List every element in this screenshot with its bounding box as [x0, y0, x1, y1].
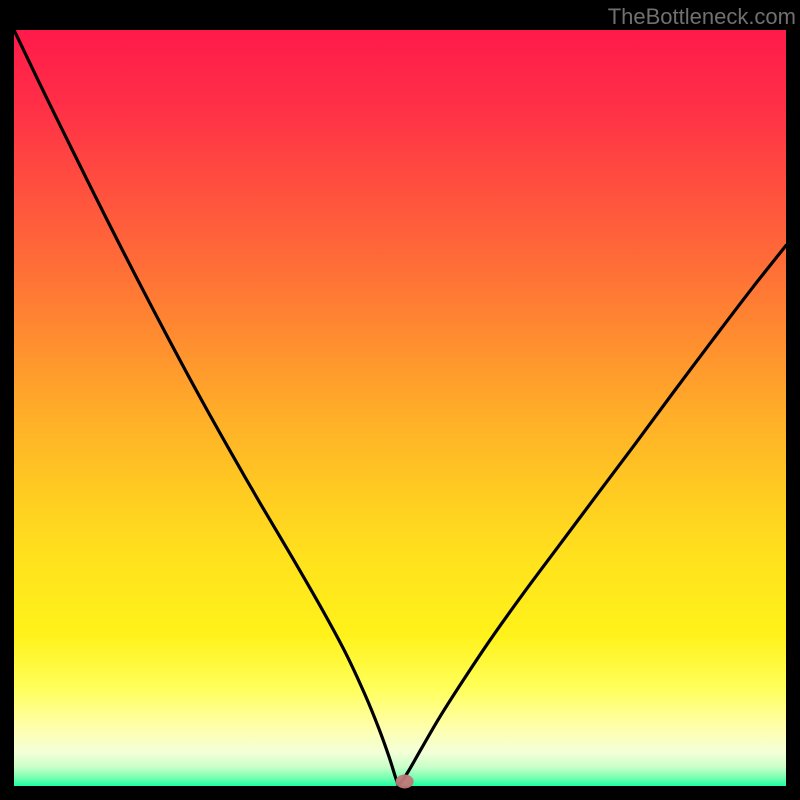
curve-right-branch — [398, 245, 786, 786]
watermark-text: TheBottleneck.com — [608, 4, 796, 30]
optimum-marker — [396, 774, 414, 788]
curve-overlay — [0, 0, 800, 800]
curve-left-branch — [14, 30, 398, 786]
chart-container: TheBottleneck.com — [0, 0, 800, 800]
